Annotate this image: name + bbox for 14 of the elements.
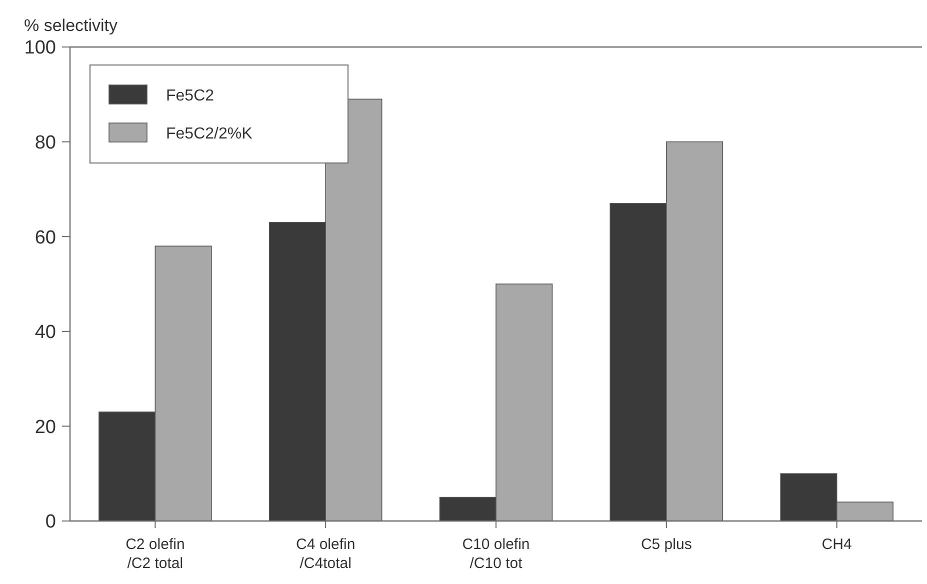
x-tick-label: CH4 [822, 536, 852, 553]
legend-label: Fe5C2/2%K [166, 126, 253, 143]
y-axis-title: % selectivity [24, 16, 118, 35]
x-tick-label: C10 olefin /C10 tot [462, 536, 530, 572]
y-tick-label: 60 [34, 227, 56, 248]
legend-label: Fe5C2 [166, 88, 214, 105]
x-tick-label: C4 olefin /C4total [296, 536, 356, 572]
y-tick-label: 100 [24, 38, 56, 59]
x-tick-label: C2 olefin /C2 total [126, 536, 185, 572]
y-tick-label: 40 [34, 322, 56, 344]
y-tick-label: 20 [34, 416, 56, 438]
y-tick-label: 80 [34, 132, 56, 154]
x-tick-label: C5 plus [640, 536, 692, 553]
y-tick-label: 0 [45, 512, 56, 533]
